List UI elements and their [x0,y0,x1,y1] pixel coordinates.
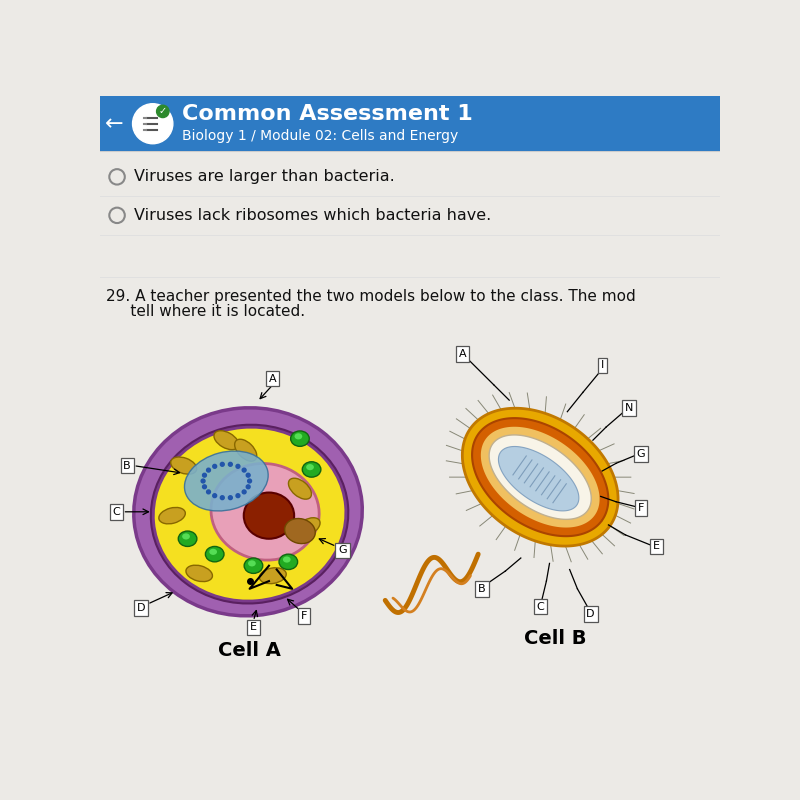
Ellipse shape [290,431,310,446]
Text: ←: ← [105,114,123,134]
Ellipse shape [170,457,197,474]
Ellipse shape [214,430,238,450]
Ellipse shape [234,439,257,461]
Ellipse shape [279,554,298,570]
Ellipse shape [182,534,190,539]
Ellipse shape [211,463,319,560]
Polygon shape [489,435,591,519]
Circle shape [246,474,250,477]
Ellipse shape [159,507,186,524]
Ellipse shape [178,531,197,546]
Circle shape [242,490,246,494]
Ellipse shape [134,408,362,616]
Text: E: E [653,542,660,551]
Ellipse shape [295,518,320,537]
Circle shape [133,104,173,144]
Polygon shape [498,446,579,511]
Ellipse shape [302,462,321,477]
Text: N: N [625,403,634,413]
Text: E: E [250,622,257,632]
Ellipse shape [294,434,302,439]
Polygon shape [481,426,599,527]
Circle shape [246,485,250,489]
Ellipse shape [244,493,294,538]
Circle shape [220,462,224,466]
Text: Viruses are larger than bacteria.: Viruses are larger than bacteria. [134,170,395,184]
Circle shape [206,468,210,472]
Circle shape [220,496,224,500]
Text: Viruses lack ribosomes which bacteria have.: Viruses lack ribosomes which bacteria ha… [134,208,491,223]
Polygon shape [462,408,618,546]
Circle shape [201,479,205,483]
Text: A: A [459,349,466,359]
Ellipse shape [306,464,314,470]
Ellipse shape [248,560,256,566]
Ellipse shape [186,565,213,582]
Circle shape [236,465,240,468]
Text: D: D [137,603,146,613]
Ellipse shape [210,549,217,555]
Circle shape [213,465,217,468]
Ellipse shape [244,558,262,574]
Polygon shape [472,418,608,536]
Ellipse shape [154,429,345,600]
Text: G: G [338,546,347,555]
Text: tell where it is located.: tell where it is located. [106,304,306,319]
Text: Cell B: Cell B [525,630,587,648]
Text: Biology 1 / Module 02: Cells and Energy: Biology 1 / Module 02: Cells and Energy [182,129,458,143]
Bar [100,96,720,151]
Text: C: C [112,507,120,517]
Circle shape [248,479,251,483]
Circle shape [229,462,232,466]
Text: G: G [637,449,646,459]
Ellipse shape [185,451,268,511]
Text: 29. A teacher presented the two models below to the class. The mod: 29. A teacher presented the two models b… [106,289,636,304]
Circle shape [157,106,169,118]
Circle shape [242,468,246,472]
Circle shape [202,474,206,477]
Text: D: D [586,610,595,619]
Text: B: B [123,461,131,470]
Circle shape [213,494,217,498]
Ellipse shape [151,425,348,603]
Ellipse shape [283,557,290,562]
Ellipse shape [259,568,286,584]
Text: Cell A: Cell A [218,641,281,660]
Text: F: F [638,503,644,513]
Ellipse shape [289,478,311,499]
Ellipse shape [206,546,224,562]
Ellipse shape [285,518,315,543]
Text: C: C [536,602,544,611]
Text: Common Assessment 1: Common Assessment 1 [182,105,473,125]
Text: I: I [601,361,604,370]
Circle shape [236,494,240,498]
Circle shape [202,485,206,489]
Text: B: B [478,584,486,594]
Circle shape [229,496,232,500]
Circle shape [206,490,210,494]
Text: ✓: ✓ [158,106,167,116]
Text: F: F [301,610,307,621]
Text: A: A [269,374,277,383]
